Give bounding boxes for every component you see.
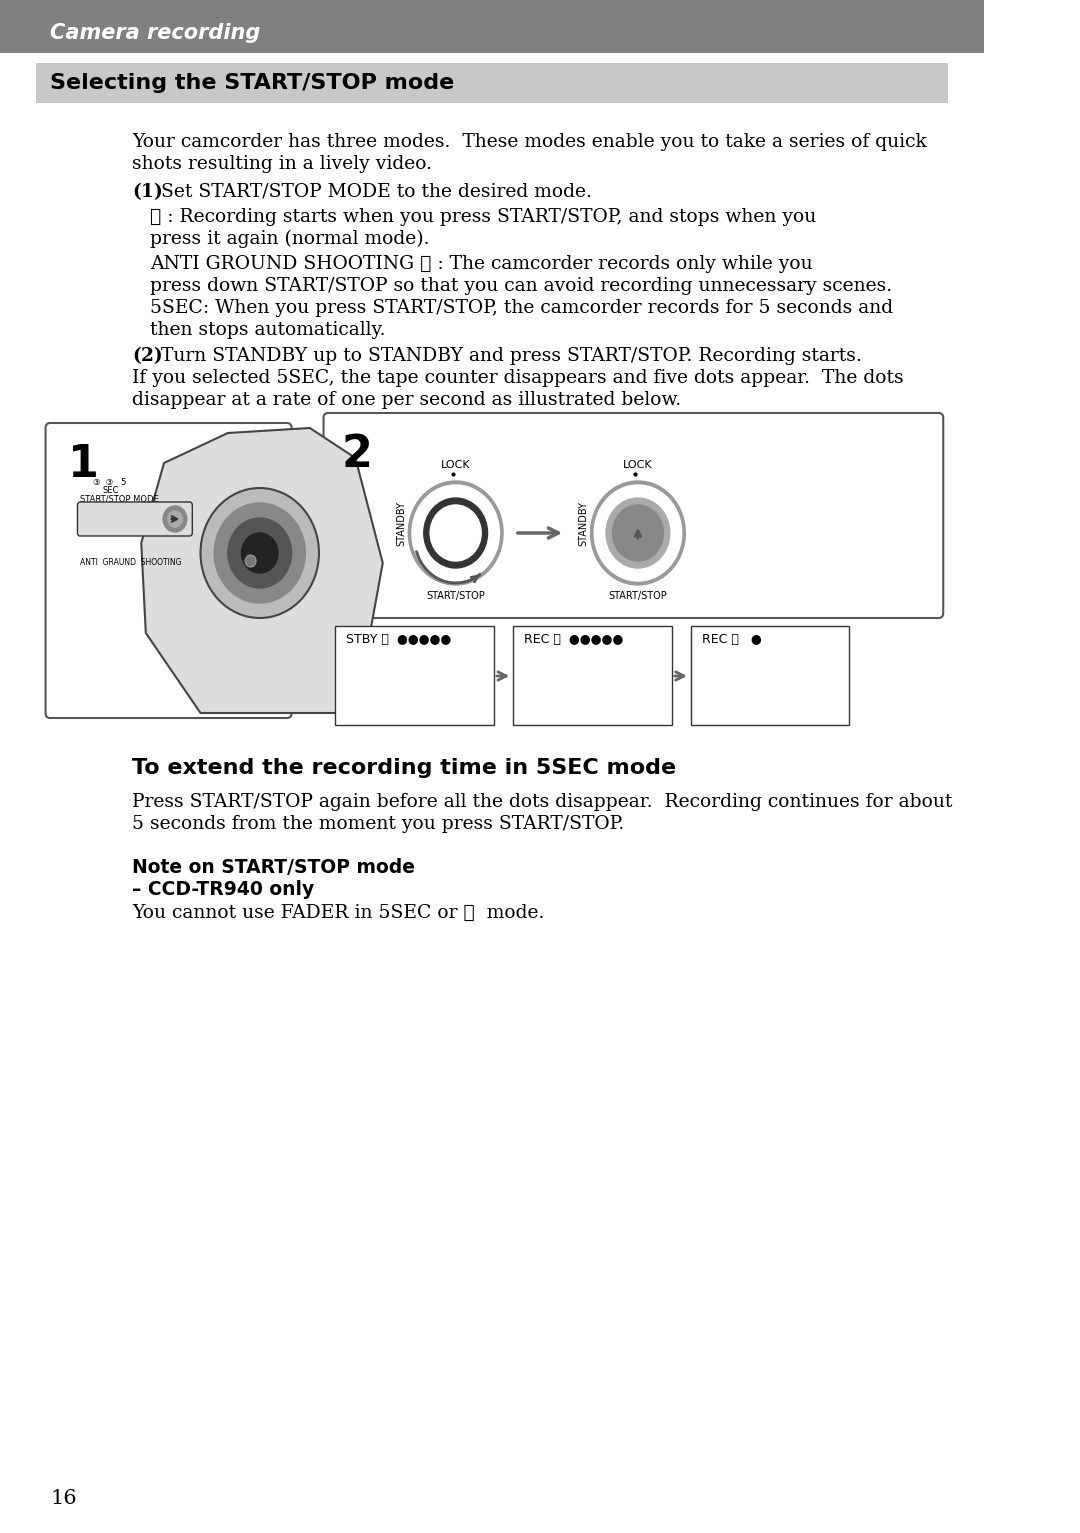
Circle shape (430, 504, 482, 561)
Text: Selecting the START/STOP mode: Selecting the START/STOP mode (50, 74, 455, 94)
Circle shape (606, 498, 670, 569)
Text: REC ⍂  ●●●●●: REC ⍂ ●●●●● (524, 633, 623, 645)
Circle shape (163, 506, 187, 532)
Polygon shape (141, 428, 382, 713)
Text: 5 seconds from the moment you press START/STOP.: 5 seconds from the moment you press STAR… (132, 816, 624, 832)
Text: then stops automatically.: then stops automatically. (150, 320, 386, 339)
Circle shape (423, 498, 487, 569)
Circle shape (411, 484, 499, 581)
Circle shape (214, 503, 306, 602)
Circle shape (167, 510, 183, 527)
Text: 16: 16 (50, 1489, 77, 1508)
Text: ANTI GROUND SHOOTING ③ : The camcorder records only while you: ANTI GROUND SHOOTING ③ : The camcorder r… (150, 254, 813, 273)
FancyBboxPatch shape (78, 501, 192, 537)
Circle shape (228, 518, 292, 589)
Text: Note on START/STOP mode: Note on START/STOP mode (132, 858, 415, 877)
Text: shots resulting in a lively video.: shots resulting in a lively video. (132, 155, 432, 173)
FancyBboxPatch shape (45, 423, 292, 717)
Text: Press START/STOP again before all the dots disappear.  Recording continues for a: Press START/STOP again before all the do… (132, 793, 953, 811)
Text: 5SEC: When you press START/STOP, the camcorder records for 5 seconds and: 5SEC: When you press START/STOP, the cam… (150, 299, 893, 317)
FancyBboxPatch shape (324, 412, 943, 618)
Circle shape (201, 487, 319, 618)
Text: START/STOP: START/STOP (608, 592, 667, 601)
Text: SEC: SEC (103, 486, 120, 495)
Circle shape (591, 481, 686, 586)
Text: ③  ③   5: ③ ③ 5 (93, 478, 126, 487)
Text: If you selected 5SEC, the tape counter disappears and five dots appear.  The dot: If you selected 5SEC, the tape counter d… (132, 369, 904, 386)
Text: ③ : Recording starts when you press START/STOP, and stops when you: ③ : Recording starts when you press STAR… (150, 208, 816, 225)
FancyBboxPatch shape (336, 625, 494, 725)
Circle shape (245, 555, 256, 567)
Text: You cannot use FADER in 5SEC or ③  mode.: You cannot use FADER in 5SEC or ③ mode. (132, 904, 544, 921)
Circle shape (594, 484, 681, 581)
Text: Set START/STOP MODE to the desired mode.: Set START/STOP MODE to the desired mode. (161, 182, 592, 201)
Text: Turn STANDBY up to STANDBY and press START/STOP. Recording starts.: Turn STANDBY up to STANDBY and press STA… (161, 346, 862, 365)
Text: 1: 1 (68, 443, 99, 486)
Text: To extend the recording time in 5SEC mode: To extend the recording time in 5SEC mod… (132, 757, 676, 779)
Text: LOCK: LOCK (623, 460, 652, 471)
FancyBboxPatch shape (0, 0, 984, 54)
Text: START/STOP: START/STOP (427, 592, 485, 601)
Circle shape (242, 533, 278, 573)
Text: REC ⍂   ●: REC ⍂ ● (702, 633, 761, 645)
Text: START/STOP MODE: START/STOP MODE (80, 495, 159, 504)
Text: (2): (2) (132, 346, 163, 365)
FancyBboxPatch shape (37, 63, 948, 103)
Text: disappear at a rate of one per second as illustrated below.: disappear at a rate of one per second as… (132, 391, 681, 409)
Text: STANDBY: STANDBY (396, 500, 406, 546)
Circle shape (408, 481, 503, 586)
Text: press it again (normal mode).: press it again (normal mode). (150, 230, 430, 248)
FancyBboxPatch shape (513, 625, 672, 725)
Text: STBY ⍂  ●●●●●: STBY ⍂ ●●●●● (347, 633, 451, 645)
Circle shape (612, 504, 663, 561)
Text: 2: 2 (341, 432, 373, 477)
Text: Your camcorder has three modes.  These modes enable you to take a series of quic: Your camcorder has three modes. These mo… (132, 133, 927, 150)
Text: STANDBY: STANDBY (578, 500, 589, 546)
Text: ANTI  GRAUND  SHOOTING: ANTI GRAUND SHOOTING (80, 558, 181, 567)
Text: press down START/STOP so that you can avoid recording unnecessary scenes.: press down START/STOP so that you can av… (150, 277, 892, 294)
FancyBboxPatch shape (691, 625, 849, 725)
Text: LOCK: LOCK (441, 460, 471, 471)
Text: Camera recording: Camera recording (50, 23, 260, 43)
Text: – CCD-TR940 only: – CCD-TR940 only (132, 880, 314, 898)
Text: (1): (1) (132, 182, 163, 201)
